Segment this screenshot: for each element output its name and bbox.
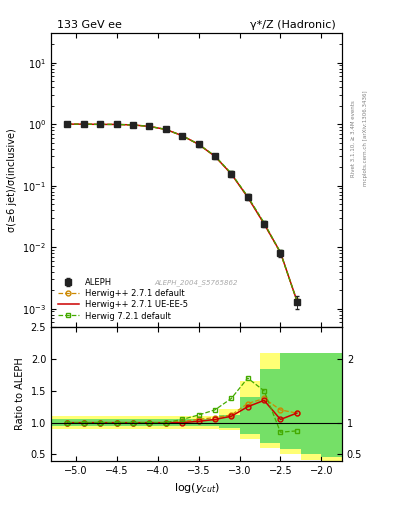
Herwig 7.2.1 default <box>81 121 86 127</box>
Herwig 7.2.1 default <box>114 121 119 127</box>
Herwig++ 2.7.1 UE-EE-5 <box>114 121 119 127</box>
Herwig++ 2.7.1 default <box>278 250 283 256</box>
Herwig++ 2.7.1 UE-EE-5 <box>130 122 135 128</box>
Herwig++ 2.7.1 default <box>98 121 103 127</box>
Herwig++ 2.7.1 UE-EE-5 <box>196 141 201 147</box>
Text: γ*/Z (Hadronic): γ*/Z (Hadronic) <box>250 20 336 30</box>
Text: ALEPH_2004_S5765862: ALEPH_2004_S5765862 <box>155 280 238 287</box>
Herwig++ 2.7.1 UE-EE-5 <box>229 171 234 177</box>
Herwig 7.2.1 default <box>278 249 283 255</box>
Herwig++ 2.7.1 UE-EE-5 <box>147 123 152 130</box>
Y-axis label: σ(≥6 jet)/σ(inclusive): σ(≥6 jet)/σ(inclusive) <box>7 129 17 232</box>
Herwig 7.2.1 default <box>245 194 250 200</box>
Herwig 7.2.1 default <box>196 141 201 147</box>
Herwig++ 2.7.1 default <box>294 297 299 304</box>
Herwig++ 2.7.1 default <box>114 121 119 127</box>
Herwig 7.2.1 default <box>262 220 266 226</box>
Herwig 7.2.1 default <box>163 126 168 133</box>
Herwig++ 2.7.1 default <box>229 171 234 177</box>
Herwig++ 2.7.1 UE-EE-5 <box>245 194 250 200</box>
Herwig++ 2.7.1 default <box>180 133 185 139</box>
Legend: ALEPH, Herwig++ 2.7.1 default, Herwig++ 2.7.1 UE-EE-5, Herwig 7.2.1 default: ALEPH, Herwig++ 2.7.1 default, Herwig++ … <box>55 276 191 323</box>
Text: mcplots.cern.ch [arXiv:1306.3436]: mcplots.cern.ch [arXiv:1306.3436] <box>363 91 368 186</box>
Y-axis label: Ratio to ALEPH: Ratio to ALEPH <box>15 357 25 431</box>
Herwig++ 2.7.1 UE-EE-5 <box>98 121 103 127</box>
Herwig++ 2.7.1 default <box>196 141 201 147</box>
Herwig++ 2.7.1 default <box>81 121 86 127</box>
Line: Herwig++ 2.7.1 UE-EE-5: Herwig++ 2.7.1 UE-EE-5 <box>68 124 297 301</box>
Herwig++ 2.7.1 UE-EE-5 <box>213 153 217 159</box>
Herwig++ 2.7.1 UE-EE-5 <box>163 126 168 133</box>
Herwig++ 2.7.1 UE-EE-5 <box>294 297 299 304</box>
Herwig++ 2.7.1 default <box>213 153 217 159</box>
Herwig 7.2.1 default <box>130 122 135 128</box>
Herwig++ 2.7.1 default <box>65 121 70 127</box>
Herwig 7.2.1 default <box>180 133 185 139</box>
Herwig++ 2.7.1 default <box>130 122 135 128</box>
Herwig++ 2.7.1 UE-EE-5 <box>65 121 70 127</box>
Herwig 7.2.1 default <box>294 297 299 304</box>
Herwig 7.2.1 default <box>229 170 234 177</box>
Herwig 7.2.1 default <box>147 123 152 130</box>
X-axis label: log($y_{cut}$): log($y_{cut}$) <box>174 481 219 495</box>
Line: Herwig 7.2.1 default: Herwig 7.2.1 default <box>65 122 299 303</box>
Line: Herwig++ 2.7.1 default: Herwig++ 2.7.1 default <box>65 122 299 303</box>
Herwig++ 2.7.1 UE-EE-5 <box>180 133 185 139</box>
Herwig 7.2.1 default <box>98 121 103 127</box>
Herwig++ 2.7.1 UE-EE-5 <box>278 249 283 255</box>
Herwig++ 2.7.1 default <box>163 126 168 133</box>
Text: Rivet 3.1.10, ≥ 3.4M events: Rivet 3.1.10, ≥ 3.4M events <box>351 100 356 177</box>
Text: 133 GeV ee: 133 GeV ee <box>57 20 122 30</box>
Herwig++ 2.7.1 default <box>262 221 266 227</box>
Herwig 7.2.1 default <box>65 121 70 127</box>
Herwig++ 2.7.1 default <box>147 123 152 130</box>
Herwig 7.2.1 default <box>213 153 217 159</box>
Herwig++ 2.7.1 default <box>245 194 250 200</box>
Herwig++ 2.7.1 UE-EE-5 <box>262 221 266 227</box>
Herwig++ 2.7.1 UE-EE-5 <box>81 121 86 127</box>
